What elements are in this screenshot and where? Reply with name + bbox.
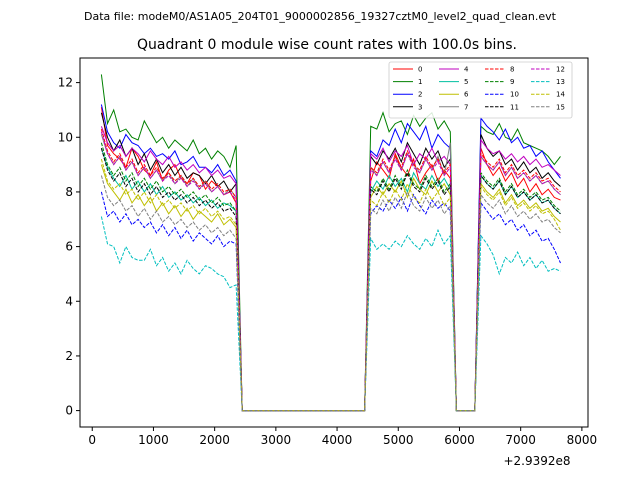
y-axis: 0 2 4 6 8 10 12	[58, 76, 80, 418]
legend-label-9: 9	[510, 78, 514, 86]
y-tick-label: 2	[65, 349, 73, 363]
series-line-4	[100, 126, 561, 412]
x-tick-label: 2000	[199, 433, 230, 447]
x-tick-label: 4000	[322, 433, 353, 447]
legend-label-3: 3	[418, 103, 422, 111]
x-tick-label: 7000	[505, 433, 536, 447]
x-tick-label: 5000	[383, 433, 414, 447]
series-line-6	[100, 164, 561, 412]
legend-label-15: 15	[556, 103, 565, 111]
series-line-3	[100, 112, 561, 412]
legend-label-11: 11	[510, 103, 519, 111]
legend-label-2: 2	[418, 91, 422, 99]
series-line-2	[100, 104, 561, 412]
chart-title: Quadrant 0 module wise count rates with …	[137, 37, 517, 53]
legend-label-8: 8	[510, 66, 514, 74]
legend-label-4: 4	[464, 66, 469, 74]
axes-frame	[79, 57, 589, 428]
legend-label-6: 6	[464, 91, 469, 99]
legend-label-10: 10	[510, 91, 519, 99]
x-tick-label: 8000	[567, 433, 598, 447]
y-tick-label: 8	[65, 185, 73, 199]
y-tick-label: 0	[65, 404, 73, 418]
series-line-8	[100, 128, 561, 412]
series-line-13	[100, 216, 561, 412]
series-line-14	[100, 158, 561, 412]
series-line-11	[100, 148, 561, 412]
legend-box	[388, 61, 573, 119]
y-tick-label: 6	[65, 240, 73, 254]
legend-label-12: 12	[556, 66, 565, 74]
x-tick-label: 3000	[261, 433, 292, 447]
legend-label-1: 1	[418, 78, 422, 86]
series-line-15	[100, 175, 561, 412]
legend-label-7: 7	[464, 103, 468, 111]
legend-label-0: 0	[418, 66, 422, 74]
x-tick-label: 1000	[138, 433, 169, 447]
series-line-1	[100, 74, 561, 412]
plot-lines	[100, 74, 561, 412]
series-line-10	[100, 191, 561, 412]
y-tick-label: 4	[65, 294, 73, 308]
series-line-12	[100, 131, 561, 412]
legend-label-5: 5	[464, 78, 468, 86]
y-tick-label: 10	[58, 130, 73, 144]
x-offset-label: +2.9392e8	[503, 454, 570, 468]
legend-label-13: 13	[556, 78, 565, 86]
chart-supertitle: Data file: modeM0/AS1A05_204T01_90000028…	[84, 10, 557, 23]
y-tick-label: 12	[58, 76, 73, 90]
series-line-9	[100, 142, 561, 412]
x-tick-label: 6000	[444, 433, 475, 447]
x-axis: 0 1000 2000 3000 4000 5000 6000 7000 8000	[88, 427, 597, 447]
x-tick-label: 0	[88, 433, 96, 447]
legend-label-14: 14	[556, 91, 565, 99]
